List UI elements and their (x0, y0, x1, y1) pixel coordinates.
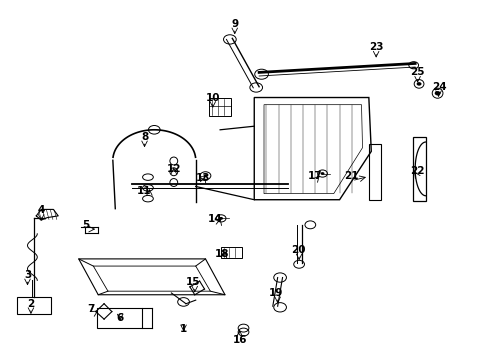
Text: 8: 8 (141, 132, 148, 142)
Text: 5: 5 (82, 220, 89, 230)
Text: 24: 24 (431, 82, 446, 92)
Text: 23: 23 (368, 42, 383, 52)
Text: 2: 2 (27, 299, 35, 309)
Circle shape (219, 217, 223, 220)
Text: 13: 13 (195, 173, 210, 183)
Circle shape (203, 174, 207, 177)
Text: 25: 25 (409, 67, 424, 77)
Circle shape (434, 91, 440, 95)
Text: 17: 17 (307, 171, 322, 181)
Text: 1: 1 (180, 324, 187, 334)
Text: 16: 16 (232, 334, 246, 345)
Text: 18: 18 (215, 248, 229, 258)
Text: 19: 19 (268, 288, 283, 298)
Text: 20: 20 (290, 245, 305, 255)
Text: 11: 11 (137, 186, 151, 196)
Text: 14: 14 (207, 215, 222, 224)
Text: 7: 7 (87, 304, 94, 314)
Text: 12: 12 (166, 164, 181, 174)
Circle shape (416, 82, 421, 86)
Text: 22: 22 (409, 166, 424, 176)
Text: 9: 9 (231, 19, 238, 29)
Text: 21: 21 (344, 171, 358, 181)
Text: 3: 3 (24, 270, 31, 280)
Circle shape (320, 172, 324, 175)
Text: 6: 6 (116, 313, 123, 323)
Text: 4: 4 (38, 206, 45, 216)
Text: 15: 15 (185, 277, 200, 287)
Text: 10: 10 (205, 93, 220, 103)
